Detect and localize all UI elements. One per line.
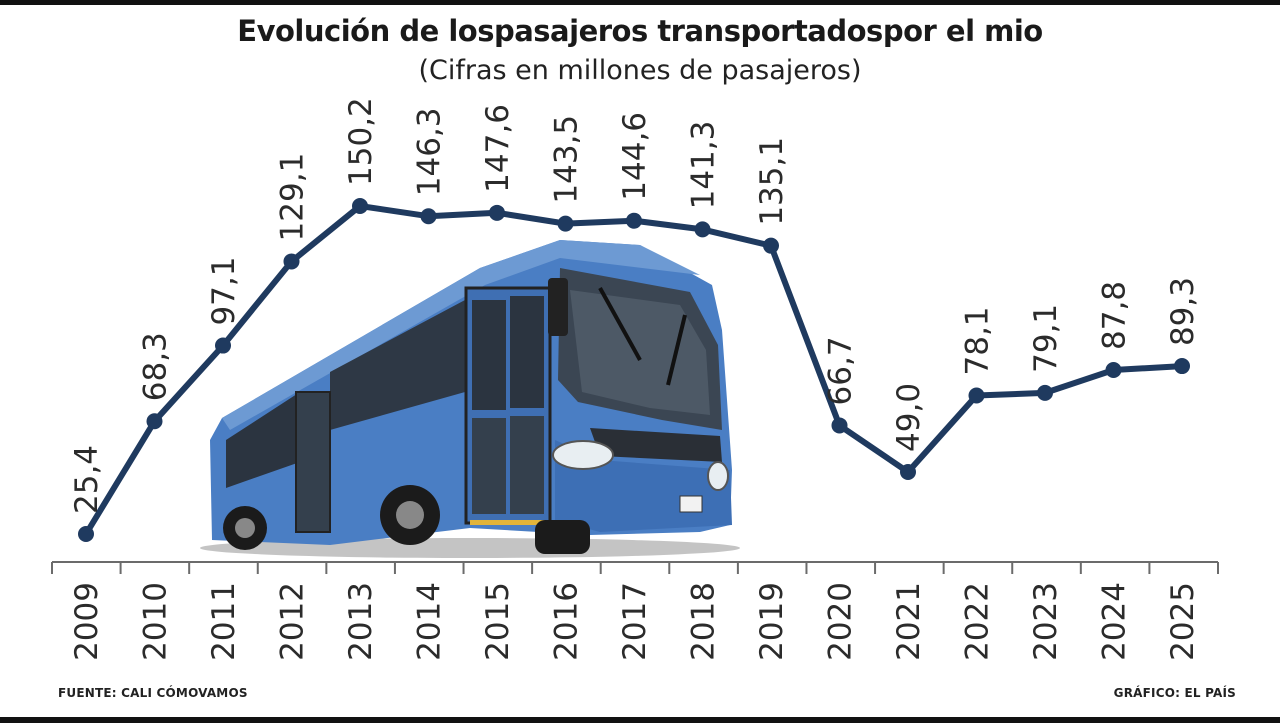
x-tick-label-2015: 2015 — [480, 582, 516, 661]
data-point-2018 — [694, 221, 711, 238]
x-tick-label-2019: 2019 — [754, 582, 790, 661]
x-tick-label-2017: 2017 — [617, 582, 653, 661]
data-label-2025: 89,3 — [1165, 277, 1201, 346]
x-tick-label-2025: 2025 — [1165, 582, 1201, 661]
data-point-2023 — [1037, 384, 1053, 401]
x-tick-label-2014: 2014 — [412, 582, 448, 661]
data-label-2022: 78,1 — [960, 306, 996, 375]
data-point-2011 — [215, 337, 231, 354]
graphic-credit: GRÁFICO: EL PAÍS — [1113, 686, 1236, 700]
data-label-2014: 146,3 — [412, 108, 448, 197]
data-label-2023: 79,1 — [1028, 304, 1064, 373]
data-point-2012 — [283, 253, 300, 270]
data-label-2012: 129,1 — [275, 153, 311, 242]
x-tick-label-2016: 2016 — [549, 582, 585, 661]
x-tick-label-2023: 2023 — [1028, 582, 1064, 661]
data-points — [78, 198, 1190, 542]
x-tick-label-2018: 2018 — [686, 582, 722, 661]
x-tick-label-2012: 2012 — [275, 582, 311, 661]
data-label-2021: 49,0 — [891, 383, 927, 452]
data-label-2019: 135,1 — [754, 137, 790, 226]
x-tick-label-2022: 2022 — [960, 582, 996, 661]
data-point-2021 — [900, 463, 916, 480]
x-axis-labels: 2009 2010 2011 2012 2013 2014 2015 2016 2017 2018… — [69, 582, 1201, 661]
data-point-2016 — [557, 215, 574, 232]
data-label-2010: 68,3 — [138, 332, 174, 401]
source-note: FUENTE: CALI CÓMOVAMOS — [58, 686, 248, 700]
data-point-2014 — [420, 208, 437, 225]
data-label-2016: 143,5 — [549, 115, 585, 204]
data-label-2018: 141,3 — [686, 121, 722, 210]
data-label-2020: 66,7 — [823, 336, 859, 405]
data-label-2017: 144,6 — [617, 112, 653, 201]
x-tick-label-2021: 2021 — [891, 582, 927, 661]
x-tick-label-2010: 2010 — [138, 582, 174, 661]
data-point-2017 — [626, 212, 642, 229]
data-label-2011: 97,1 — [206, 257, 242, 326]
chart-title: Evolución de lospasajeros transportadosp… — [237, 14, 1043, 48]
x-tick-label-2011: 2011 — [206, 582, 242, 661]
data-point-2025 — [1174, 358, 1190, 375]
data-point-2020 — [831, 417, 848, 434]
data-label-2015: 147,6 — [480, 104, 516, 193]
x-tick-label-2024: 2024 — [1097, 582, 1133, 661]
data-point-2010 — [146, 413, 163, 430]
data-point-2013 — [352, 198, 368, 214]
x-tick-label-2020: 2020 — [823, 582, 859, 661]
data-label-2013: 150,2 — [343, 97, 379, 186]
bus-illustration — [200, 240, 740, 558]
x-tick-label-2013: 2013 — [343, 582, 379, 661]
data-point-2024 — [1105, 362, 1122, 378]
data-point-2022 — [968, 387, 985, 404]
x-tick-label-2009: 2009 — [69, 582, 105, 661]
data-label-2024: 87,8 — [1097, 281, 1133, 350]
data-point-2009 — [78, 526, 94, 542]
data-labels: 25,4 68,3 97,1 129,1 150,2 146,3 147,6 143,5 144… — [69, 97, 1201, 514]
x-axis-ticks — [51, 562, 1219, 574]
data-point-2019 — [763, 237, 779, 254]
chart-subtitle: (Cifras en millones de pasajeros) — [418, 55, 862, 86]
data-label-2009: 25,4 — [69, 445, 105, 514]
data-point-2015 — [489, 204, 505, 221]
